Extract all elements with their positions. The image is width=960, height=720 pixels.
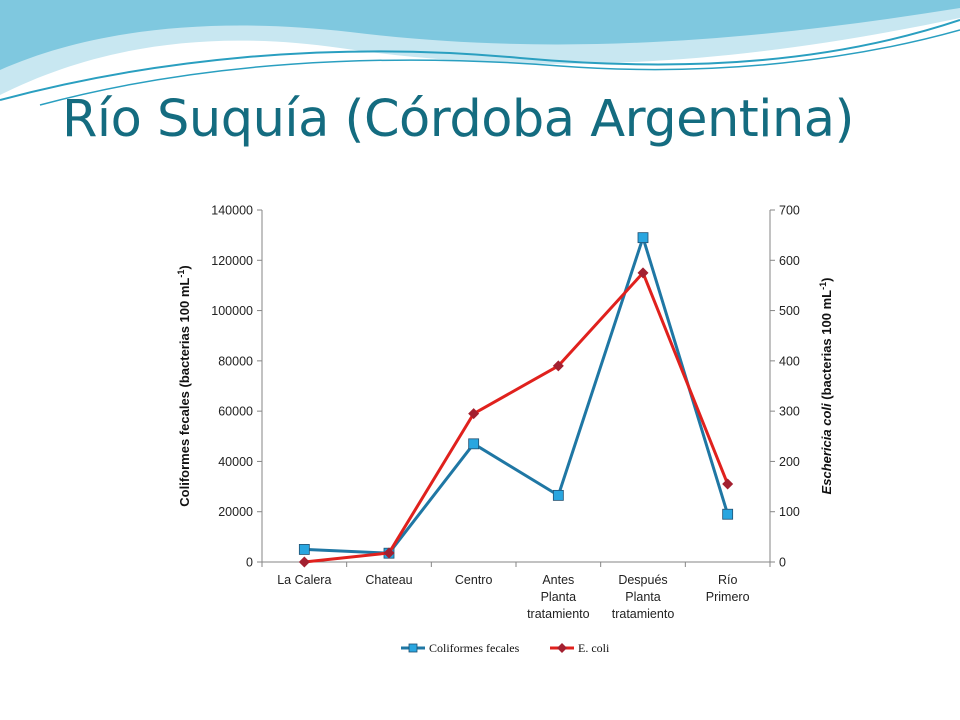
data-point-ecoli xyxy=(722,478,734,490)
series-layer xyxy=(298,232,734,568)
left-tick-label: 80000 xyxy=(218,354,253,368)
x-tick-label: Río Primero xyxy=(706,573,750,604)
data-point-coliformes xyxy=(722,508,734,520)
right-axis-tick-labels: 0 100 200 300 400 500 600 700 xyxy=(779,204,800,570)
right-tick-label: 400 xyxy=(779,354,800,368)
x-tick-label: Chateau xyxy=(365,573,412,587)
data-point-ecoli xyxy=(298,556,310,568)
wave-line-2 xyxy=(39,29,960,106)
right-axis-title: Eschericia coli (bacterias 100 mL-1) xyxy=(818,278,834,495)
left-axis-tick-labels: 0 20000 40000 60000 80000 100000 120000 140000 xyxy=(211,204,253,570)
legend-marker-coliformes xyxy=(408,643,418,653)
data-point-coliformes xyxy=(552,489,564,501)
data-point-coliformes xyxy=(298,544,310,555)
legend-marker-ecoli xyxy=(557,643,567,653)
data-point-coliformes xyxy=(468,438,480,450)
legend-item-ecoli: E. coli xyxy=(550,641,610,655)
data-point-ecoli xyxy=(552,360,564,372)
right-tick-label: 600 xyxy=(779,254,800,268)
left-tick-label: 140000 xyxy=(211,204,253,218)
x-tick-label: Centro xyxy=(455,573,493,587)
data-point-ecoli xyxy=(637,267,649,279)
legend-label-ecoli: E. coli xyxy=(578,641,610,655)
right-tick-label: 300 xyxy=(779,405,800,419)
left-tick-label: 0 xyxy=(246,556,253,570)
wave-band-mid xyxy=(0,0,960,70)
x-tick-label: Antes Planta tratamiento xyxy=(527,573,590,621)
chart-axes xyxy=(257,209,775,567)
data-point-ecoli xyxy=(383,547,395,559)
right-tick-label: 100 xyxy=(779,505,800,519)
wave-line-1 xyxy=(0,19,960,101)
legend-item-coliformes: Coliformes fecales xyxy=(401,641,520,655)
series-line-coliformes xyxy=(304,236,730,555)
left-tick-label: 60000 xyxy=(218,405,253,419)
legend-label-coliformes: Coliformes fecales xyxy=(429,641,520,655)
right-tick-label: 500 xyxy=(779,304,800,318)
left-tick-label: 40000 xyxy=(218,455,253,469)
x-tick-label: Después Planta tratamiento xyxy=(612,573,675,621)
right-tick-label: 0 xyxy=(779,556,786,570)
right-tick-label: 700 xyxy=(779,204,800,218)
slide-title: Río Suquía (Córdoba Argentina) xyxy=(62,90,854,149)
left-tick-label: 120000 xyxy=(211,254,253,268)
left-axis-title: Coliformes fecales (bacterias 100 mL-1) xyxy=(176,265,192,506)
left-tick-label: 100000 xyxy=(211,304,253,318)
series-line-ecoli xyxy=(304,271,730,564)
chart-legend: Coliformes fecales E. coli xyxy=(401,641,610,655)
data-point-coliformes xyxy=(637,232,649,244)
header-wave-decoration xyxy=(0,0,960,106)
left-tick-label: 20000 xyxy=(218,505,253,519)
x-axis-tick-labels: La Calera Chateau Centro Antes Planta tratami… xyxy=(277,573,749,621)
x-tick-label: La Calera xyxy=(277,573,331,587)
data-point-ecoli xyxy=(468,408,480,420)
right-tick-label: 200 xyxy=(779,455,800,469)
